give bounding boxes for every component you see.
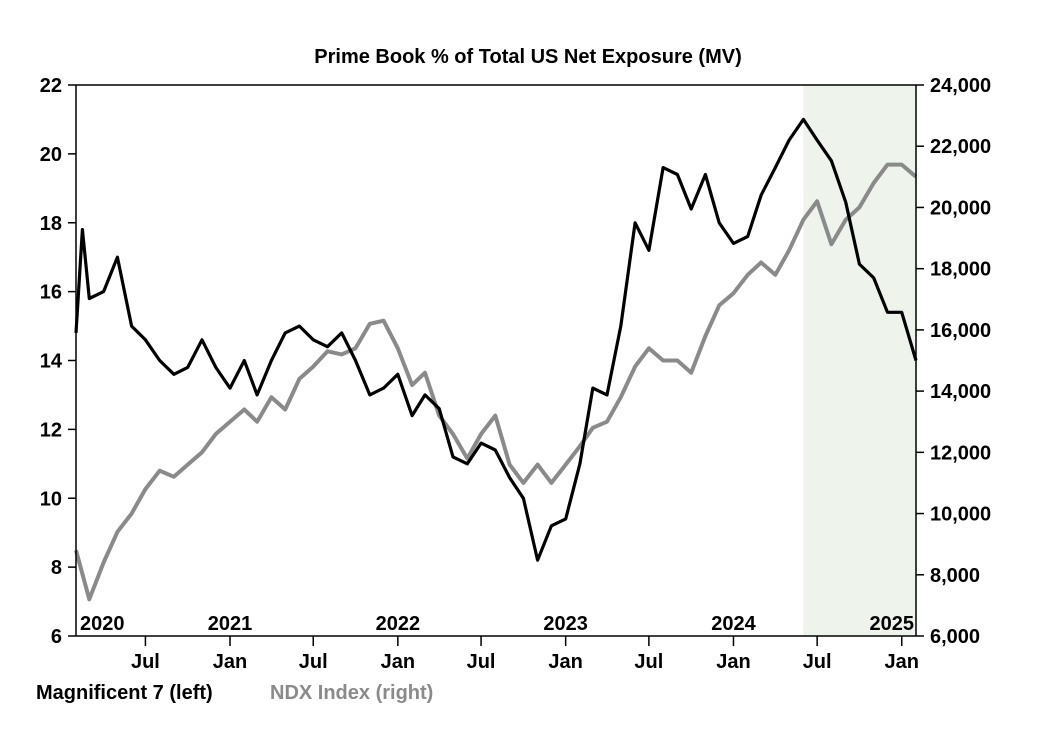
right-tick-label: 12,000 — [930, 442, 991, 464]
x-year-label: 2020 — [80, 613, 125, 635]
left-tick-label: 8 — [51, 557, 62, 579]
left-tick-label: 20 — [40, 144, 62, 166]
right-tick-label: 8,000 — [930, 565, 980, 587]
right-tick-label: 16,000 — [930, 320, 991, 342]
right-tick-label: 6,000 — [930, 626, 980, 648]
legend-item-ndx-index: NDX Index (right) — [270, 682, 433, 704]
left-tick-label: 12 — [40, 419, 62, 441]
left-tick-label: 10 — [40, 488, 62, 510]
series-line-magnificent-7 — [74, 117, 918, 562]
x-year-label: 2021 — [208, 613, 253, 635]
x-month-label: Jan — [548, 651, 582, 673]
x-month-label: Jan — [716, 651, 750, 673]
chart-title: Prime Book % of Total US Net Exposure (M… — [314, 46, 741, 68]
x-year-label: 2025 — [870, 613, 915, 635]
shaded-region — [803, 85, 916, 636]
x-axis-layer: Jul Jan Jul Jan Jul Jan Jul Jan Jul Jan 2020 2021 20… — [80, 613, 919, 673]
series-line-ndx-index — [74, 162, 918, 602]
x-year-label: 2023 — [543, 613, 588, 635]
left-tick-label: 18 — [40, 213, 62, 235]
x-month-label: Jul — [131, 651, 160, 673]
x-month-label: Jul — [467, 651, 496, 673]
x-year-label: 2024 — [711, 613, 756, 635]
x-month-label: Jan — [213, 651, 247, 673]
x-month-label: Jul — [299, 651, 328, 673]
left-tick-label: 6 — [51, 626, 62, 648]
left-tick-label: 22 — [40, 75, 62, 97]
x-month-label: Jul — [634, 651, 663, 673]
plot-frame-layer — [75, 84, 917, 637]
x-month-label: Jul — [803, 651, 832, 673]
right-tick-label: 14,000 — [930, 381, 991, 403]
right-tick-label: 10,000 — [930, 504, 991, 526]
left-tick-label: 16 — [40, 282, 62, 304]
right-tick-label: 24,000 — [930, 75, 991, 97]
series-layer — [74, 117, 918, 602]
left-tick-label: 14 — [40, 351, 63, 373]
right-tick-label: 22,000 — [930, 136, 991, 158]
x-year-label: 2022 — [376, 613, 421, 635]
left-axis-layer: 6 8 10 12 14 16 18 20 22 — [40, 75, 76, 648]
shaded-region-layer — [803, 85, 916, 636]
right-tick-label: 18,000 — [930, 259, 991, 281]
right-axis-layer: 6,000 8,000 10,000 12,000 14,000 16,000 18,000… — [916, 75, 991, 648]
x-month-label: Jan — [381, 651, 415, 673]
right-tick-label: 20,000 — [930, 197, 991, 219]
legend-item-magnificent-7: Magnificent 7 (left) — [36, 682, 213, 704]
x-month-label: Jan — [885, 651, 919, 673]
